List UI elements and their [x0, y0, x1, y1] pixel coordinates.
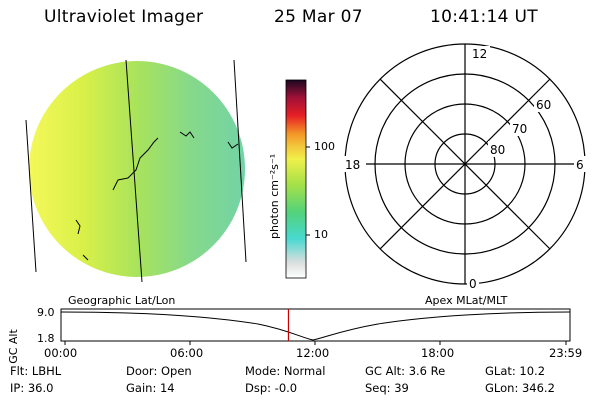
mlat-label-70: 70	[512, 122, 527, 136]
altitude-timeline	[60, 308, 571, 345]
y-tick-low: 1.8	[37, 332, 55, 345]
gc-alt-axis-label: GC Alt	[0, 329, 20, 364]
time-tick-1800: 18:00	[421, 346, 455, 360]
time-label: 10:41:14 UT	[430, 7, 538, 27]
info-gc-alt: GC Alt: 3.6 Re	[365, 364, 446, 378]
colorbar-gradient	[285, 79, 307, 279]
coastline-overlay	[75, 131, 239, 261]
mlat-label-80: 80	[490, 143, 505, 157]
uv-earth-image	[25, 59, 247, 283]
mlt-label-18: 18	[345, 158, 360, 172]
colorbar: photon cm⁻²s⁻¹	[268, 79, 310, 279]
info-gain: Gain: 14	[126, 381, 175, 395]
info-ip: IP: 36.0	[10, 381, 54, 395]
y-tick-high: 9.0	[37, 306, 55, 319]
info-dsp: Dsp: -0.0	[245, 381, 298, 395]
instrument-title: Ultraviolet Imager	[44, 7, 204, 27]
gc-alt-axis-text: GC Alt	[6, 329, 20, 364]
date-label: 25 Mar 07	[274, 7, 363, 27]
info-glon: GLon: 346.2	[485, 381, 555, 395]
info-filter: Flt: LBHL	[10, 364, 62, 378]
info-glat: GLat: 10.2	[485, 364, 546, 378]
time-tick-0600: 06:00	[170, 346, 204, 360]
time-tick-1200: 12:00	[296, 346, 330, 360]
colorbar-unit-label: photon cm⁻²s⁻¹	[268, 154, 281, 239]
time-tick-0000: 00:00	[44, 346, 78, 360]
polar-mlat-mlt-plot: 12 18 6 0 60 70 80	[342, 43, 588, 291]
mlat-label-60: 60	[536, 98, 551, 112]
mlt-label-6: 6	[576, 158, 584, 172]
apex-label: Apex MLat/MLT	[425, 294, 508, 307]
info-door: Door: Open	[126, 364, 192, 378]
colorbar-tick-100: 100	[314, 140, 335, 153]
mlt-label-12: 12	[472, 47, 487, 61]
info-mode: Mode: Normal	[245, 364, 326, 378]
geographic-label: Geographic Lat/Lon	[68, 294, 176, 307]
time-tick-2359: 23:59	[549, 346, 583, 360]
mlt-label-0: 0	[469, 277, 477, 291]
earth-disk	[29, 61, 245, 277]
altitude-curve	[60, 311, 571, 341]
geographic-grid-lines	[25, 59, 247, 283]
colorbar-tick-10: 10	[314, 228, 328, 241]
info-seq: Seq: 39	[365, 381, 409, 395]
